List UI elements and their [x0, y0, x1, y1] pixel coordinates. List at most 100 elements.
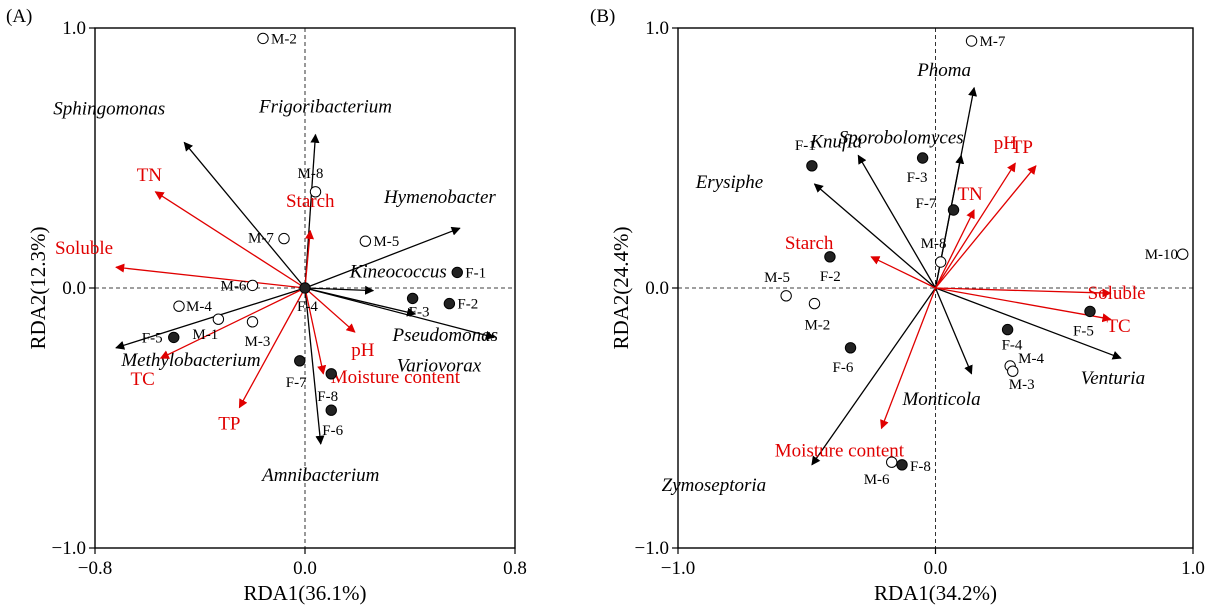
sample-label-m-8: M-8 — [921, 236, 947, 252]
y-tick-label: 1.0 — [645, 18, 669, 39]
y-tick-label: −1.0 — [52, 538, 86, 559]
env-label-ph: pH — [351, 340, 375, 361]
taxon-label-venturia: Venturia — [1081, 368, 1145, 389]
sample-point-m-3 — [246, 316, 259, 328]
env-arrow-tn — [154, 191, 306, 289]
env-arrow-moisture-content — [880, 287, 937, 430]
sample-label-f-4: F-4 — [1002, 338, 1023, 354]
env-arrow-moisture-content — [304, 287, 327, 375]
sample-point-f-7 — [947, 204, 960, 216]
env-label-tn: TN — [137, 165, 163, 186]
env-label-soluble: Soluble — [1088, 283, 1146, 304]
taxon-arrow-kineococcus — [304, 285, 375, 295]
sample-point-f-5 — [1084, 305, 1096, 318]
taxon-arrow-methylobacterium — [115, 287, 306, 350]
x-axis-title: RDA1(36.1%) — [243, 581, 366, 605]
sample-label-m-5: M-5 — [764, 270, 790, 286]
x-axis-title: RDA1(34.2%) — [874, 581, 997, 605]
sample-label-m-4: M-4 — [1018, 351, 1044, 367]
env-label-ph: pH — [994, 133, 1018, 154]
sample-point-f-8 — [325, 368, 337, 380]
sample-label-f-7: F-7 — [286, 375, 307, 391]
sample-label-f-6: F-6 — [322, 423, 343, 439]
env-arrow-tn — [934, 209, 975, 289]
sample-point-f-6 — [844, 342, 857, 354]
taxon-label-sporobolomyces: Sporobolomyces — [839, 127, 964, 148]
taxon-arrow-monticola — [934, 287, 973, 375]
taxon-label-zymoseptoria: Zymoseptoria — [662, 475, 767, 496]
x-tick-label: 0.0 — [293, 558, 317, 579]
taxon-arrow-zymoseptoria — [811, 287, 937, 466]
taxon-label-pseudomonas: Pseudomonas — [391, 325, 498, 346]
sample-label-m-3: M-3 — [1009, 377, 1035, 393]
y-tick-label: −1.0 — [635, 538, 669, 559]
taxon-label-monticola: Monticola — [901, 389, 980, 410]
panel-label-b: (B) — [590, 6, 616, 27]
panel-label-a: (A) — [6, 6, 33, 27]
sample-point-f-4 — [299, 282, 311, 294]
sample-point-m-8 — [309, 186, 322, 198]
sample-label-m-10: M-10 — [1145, 247, 1178, 263]
y-axis-title: RDA2(12.3%) — [26, 226, 50, 349]
taxon-arrow-venturia — [935, 287, 1122, 360]
sample-point-m-8 — [934, 256, 947, 268]
env-arrow-tp — [238, 287, 306, 409]
sample-label-m-7: M-7 — [248, 231, 274, 247]
env-arrow-tp — [934, 165, 1037, 289]
sample-point-f-1 — [806, 160, 818, 172]
sample-label-m-6: M-6 — [221, 278, 247, 294]
sample-point-m-5 — [359, 235, 372, 247]
sample-label-m-4: M-4 — [186, 299, 212, 315]
y-tick-label: 1.0 — [62, 18, 86, 39]
taxon-label-frigoribacterium: Frigoribacterium — [258, 97, 392, 118]
sample-point-f-2 — [824, 251, 836, 263]
env-arrow-soluble — [115, 263, 306, 289]
env-label-tc: TC — [130, 369, 154, 390]
sample-point-m-6 — [886, 456, 898, 468]
sample-label-m-2: M-2 — [271, 31, 297, 47]
sample-point-m-4 — [173, 300, 185, 312]
taxon-arrow-erysiphe — [813, 183, 936, 289]
sample-label-f-2: F-2 — [457, 297, 478, 313]
x-tick-label: 0.8 — [503, 558, 527, 579]
env-label-moisture-content: Moisture content — [775, 440, 905, 461]
sample-point-f-5 — [168, 331, 180, 344]
env-label-moisture-content: Moisture content — [331, 367, 461, 388]
taxon-label-amnibacterium: Amnibacterium — [260, 465, 379, 486]
taxon-label-kineococcus: Kineococcus — [349, 262, 447, 283]
taxon-arrow-hymenobacter — [304, 226, 461, 289]
sample-point-m-10 — [1177, 248, 1189, 260]
x-tick-label: −1.0 — [661, 558, 695, 579]
sample-point-m-2 — [808, 297, 821, 310]
env-label-tn: TN — [957, 184, 983, 205]
env-arrow-soluble — [935, 287, 1112, 298]
sample-point-m-2 — [257, 32, 269, 45]
sample-label-f-3: F-3 — [409, 304, 430, 320]
sample-point-m-7 — [278, 232, 290, 245]
sample-label-m-6: M-6 — [864, 472, 890, 488]
env-label-tc: TC — [1106, 316, 1130, 337]
env-arrow-starch — [304, 229, 315, 289]
taxon-label-erysiphe: Erysiphe — [695, 172, 764, 193]
sample-label-f-5: F-5 — [142, 330, 163, 346]
sample-point-m-7 — [965, 35, 978, 47]
sample-label-f-7: F-7 — [916, 196, 937, 212]
env-arrow-tc — [159, 287, 306, 359]
sample-point-f-7 — [294, 355, 306, 367]
env-label-tp: TP — [218, 414, 240, 435]
sample-point-m-1 — [212, 313, 225, 325]
taxon-label-sphingomonas: Sphingomonas — [53, 98, 165, 119]
sample-point-f-3 — [406, 292, 419, 305]
env-label-starch: Starch — [785, 233, 834, 254]
sample-point-f-3 — [916, 152, 929, 164]
sample-label-m-8: M-8 — [298, 166, 324, 182]
env-label-soluble: Soluble — [55, 238, 113, 259]
sample-label-f-2: F-2 — [820, 269, 841, 285]
taxon-label-phoma: Phoma — [916, 60, 971, 81]
sample-label-f-8: F-8 — [910, 459, 931, 475]
sample-point-f-6 — [325, 404, 337, 416]
sample-point-f-2 — [443, 297, 456, 310]
env-arrow-ph — [304, 287, 356, 333]
sample-point-m-6 — [246, 279, 259, 292]
